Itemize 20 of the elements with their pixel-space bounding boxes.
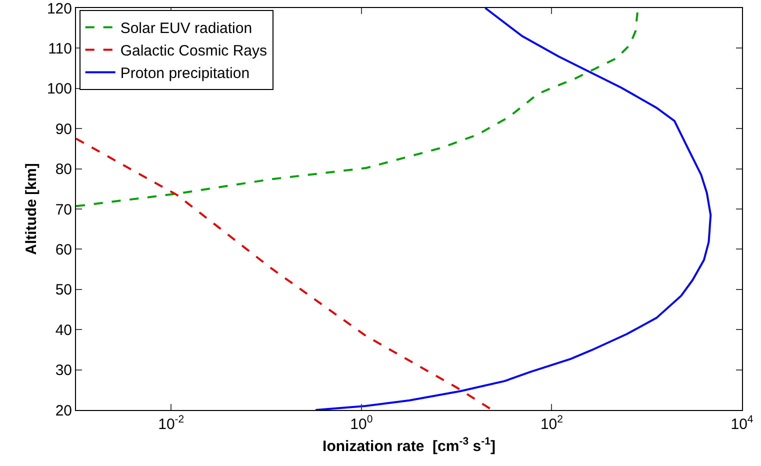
legend-label: Galactic Cosmic Rays — [120, 42, 268, 60]
x-tick-label: 10$^{4}$ — [730, 414, 754, 433]
legend-label: Proton precipitation — [120, 65, 250, 82]
x-tick-label: 10$^{2}$ — [540, 414, 564, 433]
legend-label: Solar EUV radiation — [120, 20, 252, 38]
y-tick-label: 20 — [55, 402, 72, 420]
y-tick-label: 100 — [46, 80, 72, 98]
x-axis-title: Ionization rate [cm$^{-3}$ s$^{-1}$] — [322, 436, 496, 455]
y-tick-label: 90 — [55, 120, 72, 138]
x-tick-label: 10$^{0}$ — [350, 414, 373, 433]
y-tick-label: 120 — [46, 0, 72, 18]
y-tick-label: 110 — [48, 40, 72, 58]
y-tick-label: 30 — [55, 362, 72, 380]
y-tick-label: 80 — [55, 161, 72, 178]
y-axis-title: Altitude [km] — [23, 163, 40, 255]
y-tick-label: 40 — [55, 322, 72, 339]
y-tick-label: 60 — [55, 241, 72, 258]
y-tick-label: 50 — [55, 282, 72, 299]
x-tick-label: 10$^{-2}$ — [158, 414, 184, 433]
y-tick-label: 70 — [55, 201, 72, 218]
